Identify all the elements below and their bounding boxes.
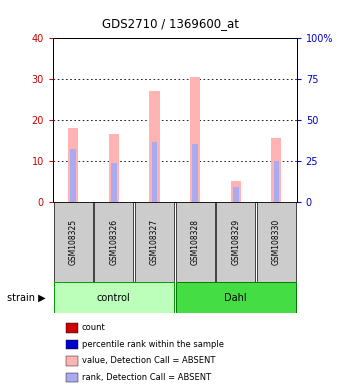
Bar <box>271 138 281 202</box>
Bar <box>273 161 279 202</box>
Text: count: count <box>82 323 106 333</box>
Text: GDS2710 / 1369600_at: GDS2710 / 1369600_at <box>102 17 239 30</box>
Bar <box>231 181 241 202</box>
Bar <box>257 202 296 282</box>
Bar <box>176 202 214 282</box>
Bar <box>70 149 76 202</box>
Text: value, Detection Call = ABSENT: value, Detection Call = ABSENT <box>82 356 215 366</box>
Text: GSM108327: GSM108327 <box>150 219 159 265</box>
Text: strain ▶: strain ▶ <box>7 293 45 303</box>
Bar <box>216 202 255 282</box>
Bar <box>54 202 93 282</box>
Bar <box>54 282 174 313</box>
Bar <box>233 187 238 202</box>
Text: GSM108326: GSM108326 <box>109 219 118 265</box>
Text: GSM108329: GSM108329 <box>231 219 240 265</box>
Bar <box>111 163 117 202</box>
Bar <box>94 202 133 282</box>
Bar <box>192 144 198 202</box>
Text: percentile rank within the sample: percentile rank within the sample <box>82 340 224 349</box>
Bar <box>135 202 174 282</box>
Bar <box>68 128 78 202</box>
Text: GSM108328: GSM108328 <box>191 219 199 265</box>
Text: Dahl: Dahl <box>224 293 247 303</box>
Text: GSM108325: GSM108325 <box>69 219 78 265</box>
Bar <box>152 142 157 202</box>
Text: control: control <box>97 293 131 303</box>
Text: GSM108330: GSM108330 <box>272 219 281 265</box>
Text: rank, Detection Call = ABSENT: rank, Detection Call = ABSENT <box>82 373 211 382</box>
Bar <box>109 134 119 202</box>
Bar <box>176 282 296 313</box>
Bar <box>190 77 200 202</box>
Bar <box>149 91 160 202</box>
